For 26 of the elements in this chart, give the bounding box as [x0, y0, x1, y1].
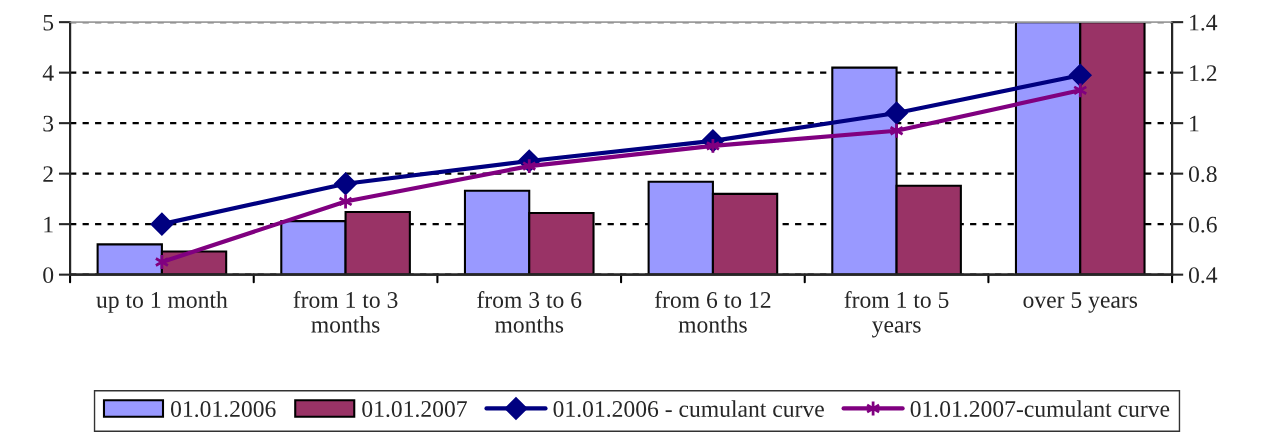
point: [334, 172, 357, 195]
legend-label: 01.01.2007-cumulant curve: [910, 400, 1170, 418]
x-tick-label: up to 1 month: [96, 291, 228, 313]
y2-tick-label: 0.6: [1188, 216, 1217, 233]
y-tick-label: 3: [43, 115, 54, 132]
y2-tick-label: 1.2: [1190, 65, 1217, 82]
x-tick-label: from 6 to 12 months: [654, 291, 771, 333]
y2-tick-label: 0.8: [1188, 166, 1217, 183]
point: [150, 212, 174, 236]
legend-label: 01.01.2007: [362, 401, 467, 418]
legend-label: 01.01.2006 - cumulant curve: [553, 400, 824, 418]
y2-tick-label: 1: [1190, 115, 1199, 132]
y-tick-label: 5: [43, 14, 54, 31]
y-tick-label: 1: [44, 216, 53, 233]
x-tick-label: over 5 years: [1023, 292, 1138, 313]
point: [1069, 63, 1092, 87]
x-tick-label: from 1 to 5 years: [844, 291, 949, 338]
y-tick-label: 0: [43, 267, 54, 284]
y-tick-label: 4: [42, 65, 54, 81]
legend-label: 01.01.2006: [170, 401, 276, 418]
x-tick-label: from 3 to 6 months: [477, 291, 582, 333]
x-tick-label: from 1 to 3 months: [293, 291, 398, 333]
y2-tick-label: 0.4: [1188, 267, 1218, 284]
point: [885, 101, 908, 125]
y-tick-label: 2: [43, 166, 53, 182]
y2-tick-label: 1.4: [1190, 14, 1218, 31]
